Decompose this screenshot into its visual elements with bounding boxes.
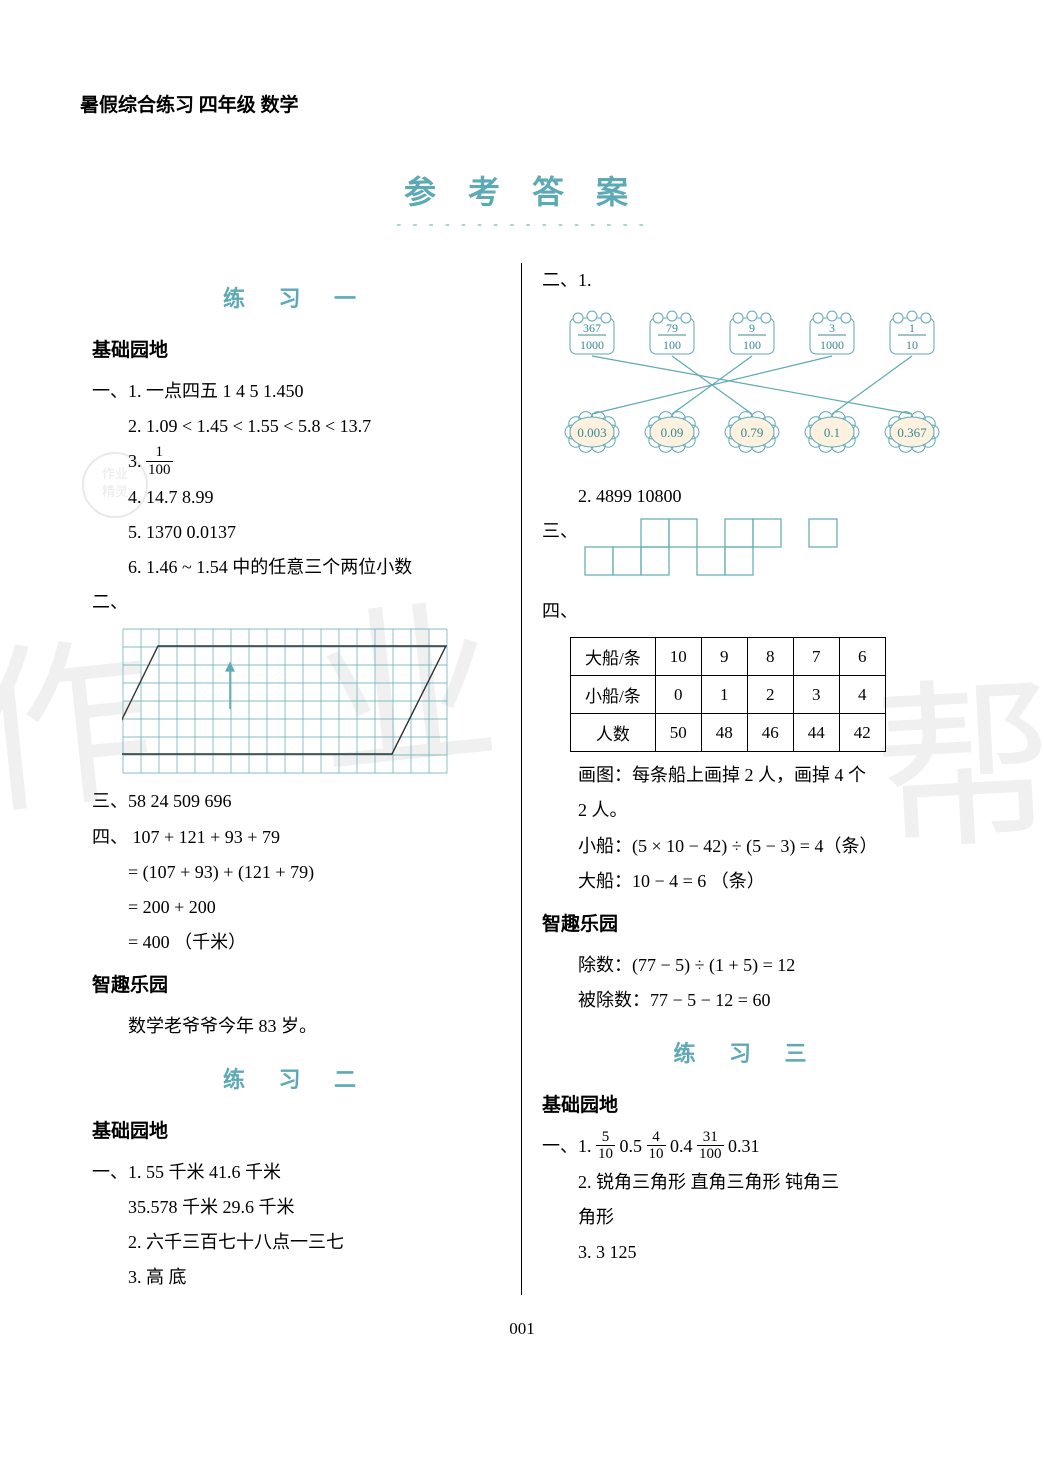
answer-line: 小船：(5 × 10 − 42) ÷ (5 − 3) = 4（条） [542, 829, 952, 864]
calc-line: 107 + 121 + 93 + 79 [133, 827, 280, 847]
title-underline: - - - - - - - - - - - - - - - - [80, 217, 964, 233]
answer-line: 画图：每条船上画掉 2 人，画掉 4 个 [542, 758, 952, 793]
table-cell: 2 [747, 676, 793, 714]
answer-line: 2. 4899 10800 [542, 479, 952, 514]
section-label: 三、 [542, 514, 952, 594]
answer-line: 三、58 24 509 696 [92, 784, 501, 819]
answer-line: 3. 高 底 [92, 1260, 501, 1295]
svg-text:0.09: 0.09 [661, 425, 684, 440]
grid-pattern [584, 518, 866, 588]
svg-text:1000: 1000 [820, 338, 844, 352]
fraction: 1 100 [146, 444, 173, 478]
section-heading: 智趣乐园 [542, 909, 952, 936]
table-cell: 44 [793, 714, 839, 752]
table-cell: 1 [701, 676, 747, 714]
svg-text:3: 3 [829, 321, 835, 335]
answer-line: 角形 [542, 1200, 952, 1235]
answer-line: 数学老爷爷今年 83 岁。 [92, 1009, 501, 1044]
section-heading: 基础园地 [542, 1090, 952, 1117]
matching-diagram: 367 1000 79 100 9 100 3 1000 1 10 0.003 0.09 0.79 0.1… [552, 304, 952, 469]
fraction: 410 [647, 1129, 666, 1163]
table-cell: 0 [655, 676, 701, 714]
fraction-denominator: 100 [146, 462, 173, 479]
answer-line: 35.578 千米 29.6 千米 [92, 1190, 501, 1225]
exercise-title: 练 习 一 [92, 281, 501, 313]
main-title: 参 考 答 案 [80, 167, 964, 213]
fraction: 510 [596, 1129, 615, 1163]
exercise-title: 练 习 三 [542, 1036, 952, 1068]
section-heading: 智趣乐园 [92, 970, 501, 997]
exercise-title: 练 习 二 [92, 1062, 501, 1094]
section-label: 四、 107 + 121 + 93 + 79 [92, 820, 501, 855]
section-label: 二、 [92, 585, 501, 620]
answer-line: 除数：(77 − 5) ÷ (1 + 5) = 12 [542, 948, 952, 983]
svg-text:100: 100 [663, 338, 681, 352]
table-cell: 10 [655, 638, 701, 676]
answer-line: 一、1. 510 0.5 410 0.4 31100 0.31 [542, 1129, 952, 1165]
table-cell: 4 [839, 676, 885, 714]
fraction-numerator: 1 [146, 444, 173, 462]
table-cell: 50 [655, 714, 701, 752]
answer-line: 2. 锐角三角形 直角三角形 钝角三 [542, 1165, 952, 1200]
two-column-layout: 练 习 一 基础园地 一、1. 一点四五 1 4 5 1.450 2. 1.09… [80, 263, 964, 1295]
svg-text:0.367: 0.367 [897, 425, 927, 440]
svg-text:9: 9 [749, 321, 755, 335]
section-label: 二、1. [542, 263, 952, 298]
svg-text:10: 10 [906, 338, 918, 352]
page-number: 001 [80, 1319, 964, 1339]
label: 四、 [92, 827, 128, 847]
calc-line: = 400 （千米） [92, 925, 501, 960]
data-table: 大船/条109876小船/条01234人数5048464442 [570, 637, 952, 752]
page-container: 暑假综合练习 四年级 数学 参 考 答 案 - - - - - - - - - … [0, 0, 1044, 1379]
table-cell: 42 [839, 714, 885, 752]
section-heading: 基础园地 [92, 335, 501, 362]
table-row: 小船/条01234 [571, 676, 886, 714]
answer-line: 4. 14.7 8.99 [92, 480, 501, 515]
table-cell: 9 [701, 638, 747, 676]
fraction: 31100 [697, 1129, 724, 1163]
answer-line: 3. 3 125 [542, 1235, 952, 1270]
table-row: 大船/条109876 [571, 638, 886, 676]
label: 三、 [542, 514, 578, 549]
section-label: 四、 [542, 594, 952, 629]
right-column: 二、1. 3671000791009100310001100.0030.090.… [522, 263, 964, 1295]
table-cell: 6 [839, 638, 885, 676]
answer-line: 2 人。 [542, 793, 952, 828]
table-cell: 48 [701, 714, 747, 752]
table-cell: 7 [793, 638, 839, 676]
prefix: 3. [128, 451, 146, 471]
answer-line: 5. 1370 0.0137 [92, 515, 501, 550]
table-row: 人数5048464442 [571, 714, 886, 752]
svg-text:1000: 1000 [580, 338, 604, 352]
calc-line: = (107 + 93) + (121 + 79) [92, 855, 501, 890]
svg-text:367: 367 [583, 321, 601, 335]
section-heading: 基础园地 [92, 1116, 501, 1143]
answer-line: 被除数：77 − 5 − 12 = 60 [542, 983, 952, 1018]
left-column: 练 习 一 基础园地 一、1. 一点四五 1 4 5 1.450 2. 1.09… [80, 263, 522, 1295]
answer-line: 一、1. 55 千米 41.6 千米 [92, 1155, 501, 1190]
table-cell: 3 [793, 676, 839, 714]
svg-text:0.1: 0.1 [824, 425, 840, 440]
answer-line: 3. 1 100 [92, 444, 501, 480]
table-cell: 8 [747, 638, 793, 676]
table-cell: 人数 [571, 714, 656, 752]
page-header: 暑假综合练习 四年级 数学 [80, 90, 964, 117]
svg-text:0.79: 0.79 [741, 425, 764, 440]
answer-line: 大船：10 − 4 = 6 （条） [542, 864, 952, 899]
svg-text:100: 100 [743, 338, 761, 352]
svg-text:79: 79 [666, 321, 678, 335]
calc-line: = 200 + 200 [92, 890, 501, 925]
grid-figure [122, 628, 501, 776]
answer-line: 2. 1.09 < 1.45 < 1.55 < 5.8 < 13.7 [92, 409, 501, 444]
answer-line: 一、1. 一点四五 1 4 5 1.450 [92, 374, 501, 409]
svg-text:1: 1 [909, 321, 915, 335]
table-cell: 小船/条 [571, 676, 656, 714]
answer-line: 6. 1.46 ~ 1.54 中的任意三个两位小数 [92, 550, 501, 585]
svg-text:0.003: 0.003 [577, 425, 606, 440]
table-cell: 46 [747, 714, 793, 752]
table-cell: 大船/条 [571, 638, 656, 676]
answer-line: 2. 六千三百七十八点一三七 [92, 1225, 501, 1260]
